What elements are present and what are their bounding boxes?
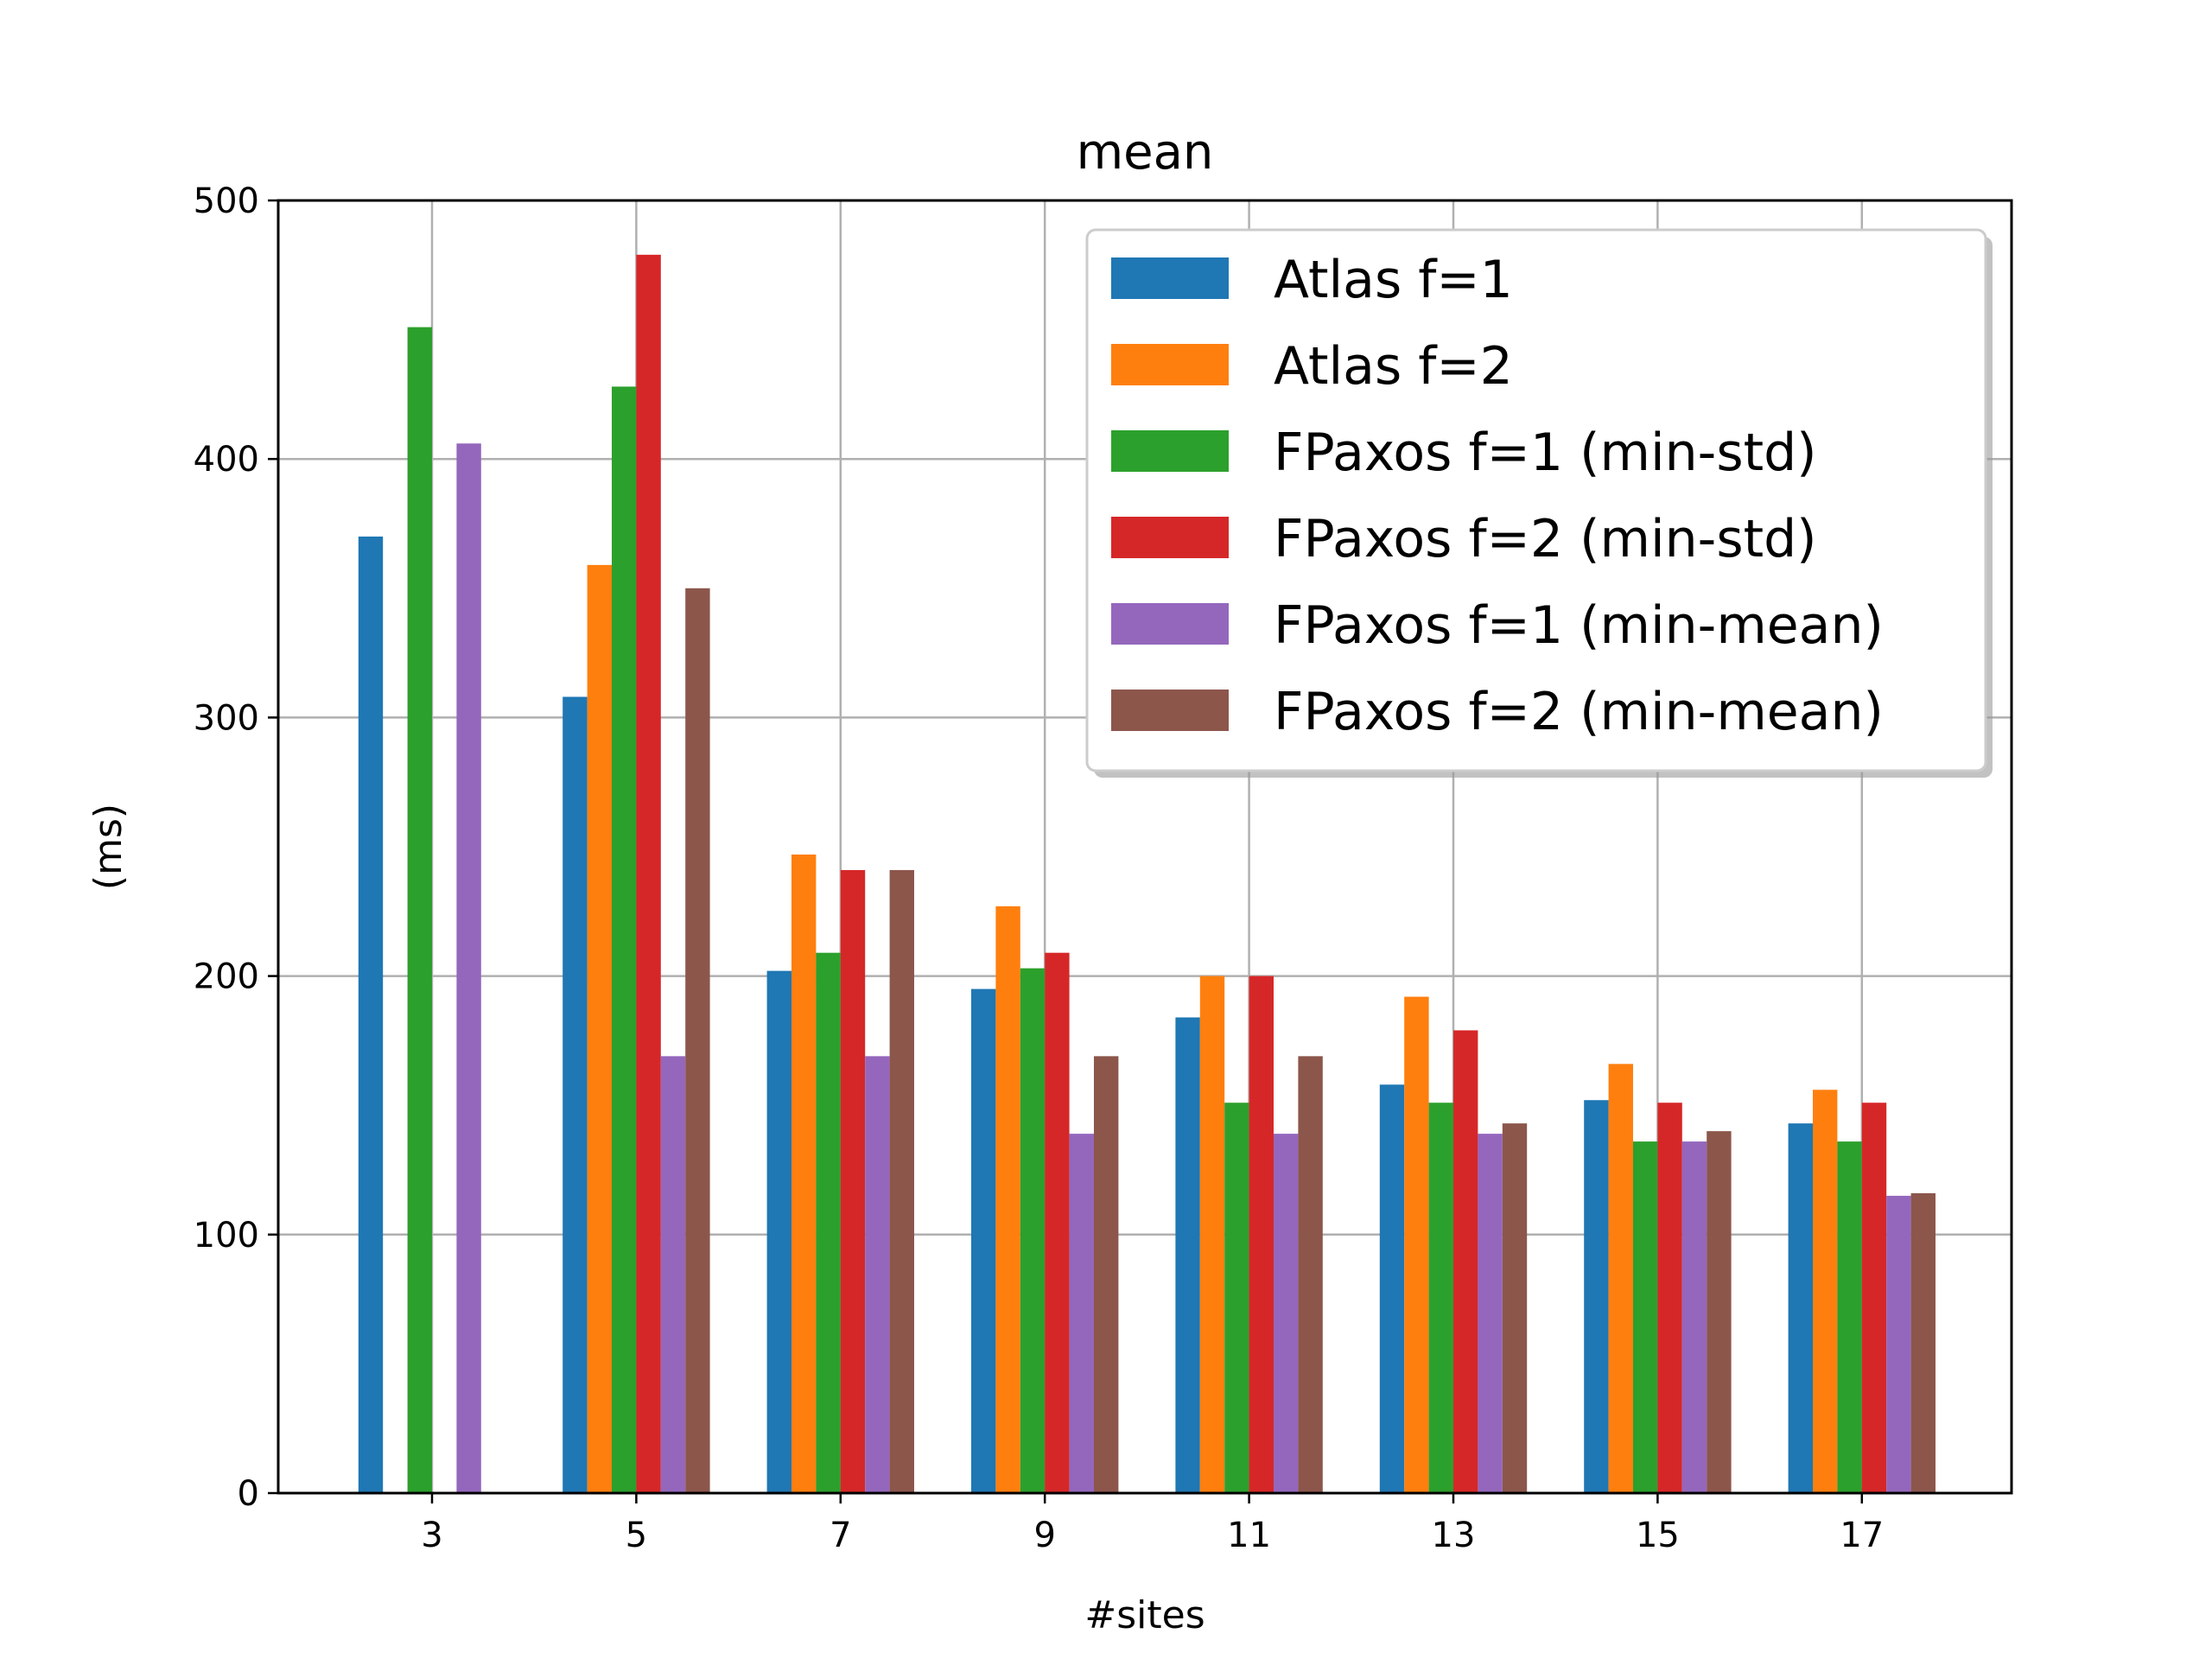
y-tick-label: 100 (194, 1216, 259, 1255)
bar-atlas-f-1-7 (766, 970, 791, 1493)
bar-fpaxos-f-2-min-std-5 (636, 254, 661, 1493)
bar-fpaxos-f-1-min-std-11 (1224, 1103, 1249, 1493)
legend-label: FPaxos f=2 (min-std) (1274, 509, 1817, 569)
bar-fpaxos-f-1-min-std-7 (816, 952, 841, 1493)
plot-frame (276, 199, 2013, 1495)
y-tick-label: 300 (194, 698, 259, 738)
bar-fpaxos-f-2-min-std-9 (1045, 952, 1070, 1493)
bar-atlas-f-2-11 (1199, 976, 1225, 1493)
y-tick-label: 400 (194, 440, 259, 480)
axis-ticks: 0 100 200 300 400 500 3 5 7 9 11 13 15 17 (194, 181, 1885, 1555)
bar-atlas-f-1-3 (358, 536, 384, 1494)
bar-fpaxos-f-1-min-mean-13 (1478, 1134, 1503, 1493)
bar-fpaxos-f-2-min-mean-7 (889, 869, 914, 1493)
bar-atlas-f-1-13 (1379, 1084, 1405, 1493)
bar-fpaxos-f-2-min-mean-9 (1094, 1056, 1119, 1493)
bar-fpaxos-f-1-min-mean-17 (1886, 1195, 1911, 1493)
legend-swatch (1111, 344, 1229, 385)
y-tick-label: 200 (194, 957, 259, 997)
y-tick-label: 500 (194, 181, 259, 221)
x-tick-label: 9 (1033, 1516, 1055, 1555)
bar-fpaxos-f-2-min-std-13 (1453, 1030, 1478, 1493)
x-tick-label: 5 (626, 1516, 647, 1555)
bar-fpaxos-f-1-min-std-17 (1837, 1141, 1862, 1493)
legend: Atlas f=1 Atlas f=2 FPaxos f=1 (min-std) FP… (1085, 228, 1993, 778)
bar-atlas-f-1-9 (971, 988, 996, 1493)
bar-atlas-f-2-9 (995, 906, 1020, 1493)
bar-atlas-f-2-15 (1608, 1064, 1633, 1493)
bar-fpaxos-f-1-min-mean-7 (865, 1056, 890, 1493)
x-tick-label: 3 (421, 1516, 442, 1555)
legend-swatch (1111, 430, 1229, 472)
bar-fpaxos-f-2-min-mean-13 (1502, 1123, 1528, 1493)
bar-fpaxos-f-2-min-mean-11 (1298, 1056, 1323, 1493)
bar-atlas-f-1-15 (1584, 1100, 1609, 1493)
x-tick-label: 17 (1840, 1516, 1884, 1555)
bar-fpaxos-f-2-min-mean-15 (1707, 1131, 1732, 1493)
bar-fpaxos-f-1-min-std-5 (612, 386, 637, 1493)
legend-box (1085, 228, 1987, 772)
bar-fpaxos-f-1-min-std-15 (1633, 1141, 1658, 1493)
x-tick-label: 7 (830, 1516, 851, 1555)
bar-fpaxos-f-2-min-std-17 (1861, 1103, 1887, 1493)
bar-fpaxos-f-2-min-mean-5 (685, 588, 710, 1493)
bar-fpaxos-f-1-min-mean-5 (660, 1056, 686, 1493)
bar-atlas-f-2-7 (791, 854, 817, 1493)
y-axis-title: (ms) (86, 804, 130, 890)
bar-atlas-f-1-11 (1175, 1017, 1200, 1493)
x-tick-label: 13 (1432, 1516, 1476, 1555)
legend-label: Atlas f=1 (1274, 250, 1513, 310)
bar-fpaxos-f-1-min-std-9 (1020, 968, 1046, 1493)
chart-title: mean (1077, 124, 1214, 181)
x-tick-label: 15 (1636, 1516, 1680, 1555)
legend-label: FPaxos f=2 (min-mean) (1274, 682, 1884, 742)
bar-atlas-f-2-5 (587, 564, 612, 1493)
bar-atlas-f-2-13 (1404, 996, 1429, 1493)
bar-fpaxos-f-1-min-mean-3 (456, 443, 481, 1493)
bar-atlas-f-2-17 (1813, 1090, 1838, 1493)
bar-fpaxos-f-2-min-std-11 (1249, 976, 1274, 1493)
legend-swatch (1111, 517, 1229, 558)
bar-fpaxos-f-1-min-mean-11 (1274, 1134, 1299, 1493)
bar-fpaxos-f-1-min-std-3 (407, 327, 432, 1493)
bar-fpaxos-f-2-min-mean-17 (1910, 1192, 1936, 1493)
bar-fpaxos-f-1-min-std-13 (1428, 1103, 1453, 1493)
bar-fpaxos-f-2-min-std-15 (1657, 1103, 1682, 1493)
legend-swatch (1111, 257, 1229, 299)
legend-label: Atlas f=2 (1274, 336, 1513, 397)
x-tick-label: 11 (1227, 1516, 1271, 1555)
legend-swatch (1111, 603, 1229, 645)
bar-atlas-f-1-5 (563, 696, 588, 1493)
legend-swatch (1111, 690, 1229, 731)
bar-fpaxos-f-1-min-mean-15 (1681, 1141, 1707, 1493)
bar-atlas-f-1-17 (1788, 1123, 1813, 1493)
bar-fpaxos-f-2-min-std-7 (840, 869, 866, 1493)
legend-label: FPaxos f=1 (min-std) (1274, 423, 1817, 483)
bars (358, 254, 1936, 1494)
legend-label: FPaxos f=1 (min-mean) (1274, 595, 1884, 656)
bar-fpaxos-f-1-min-mean-9 (1069, 1134, 1094, 1493)
y-tick-label: 0 (238, 1474, 259, 1514)
x-axis-title: #sites (1084, 1593, 1205, 1637)
